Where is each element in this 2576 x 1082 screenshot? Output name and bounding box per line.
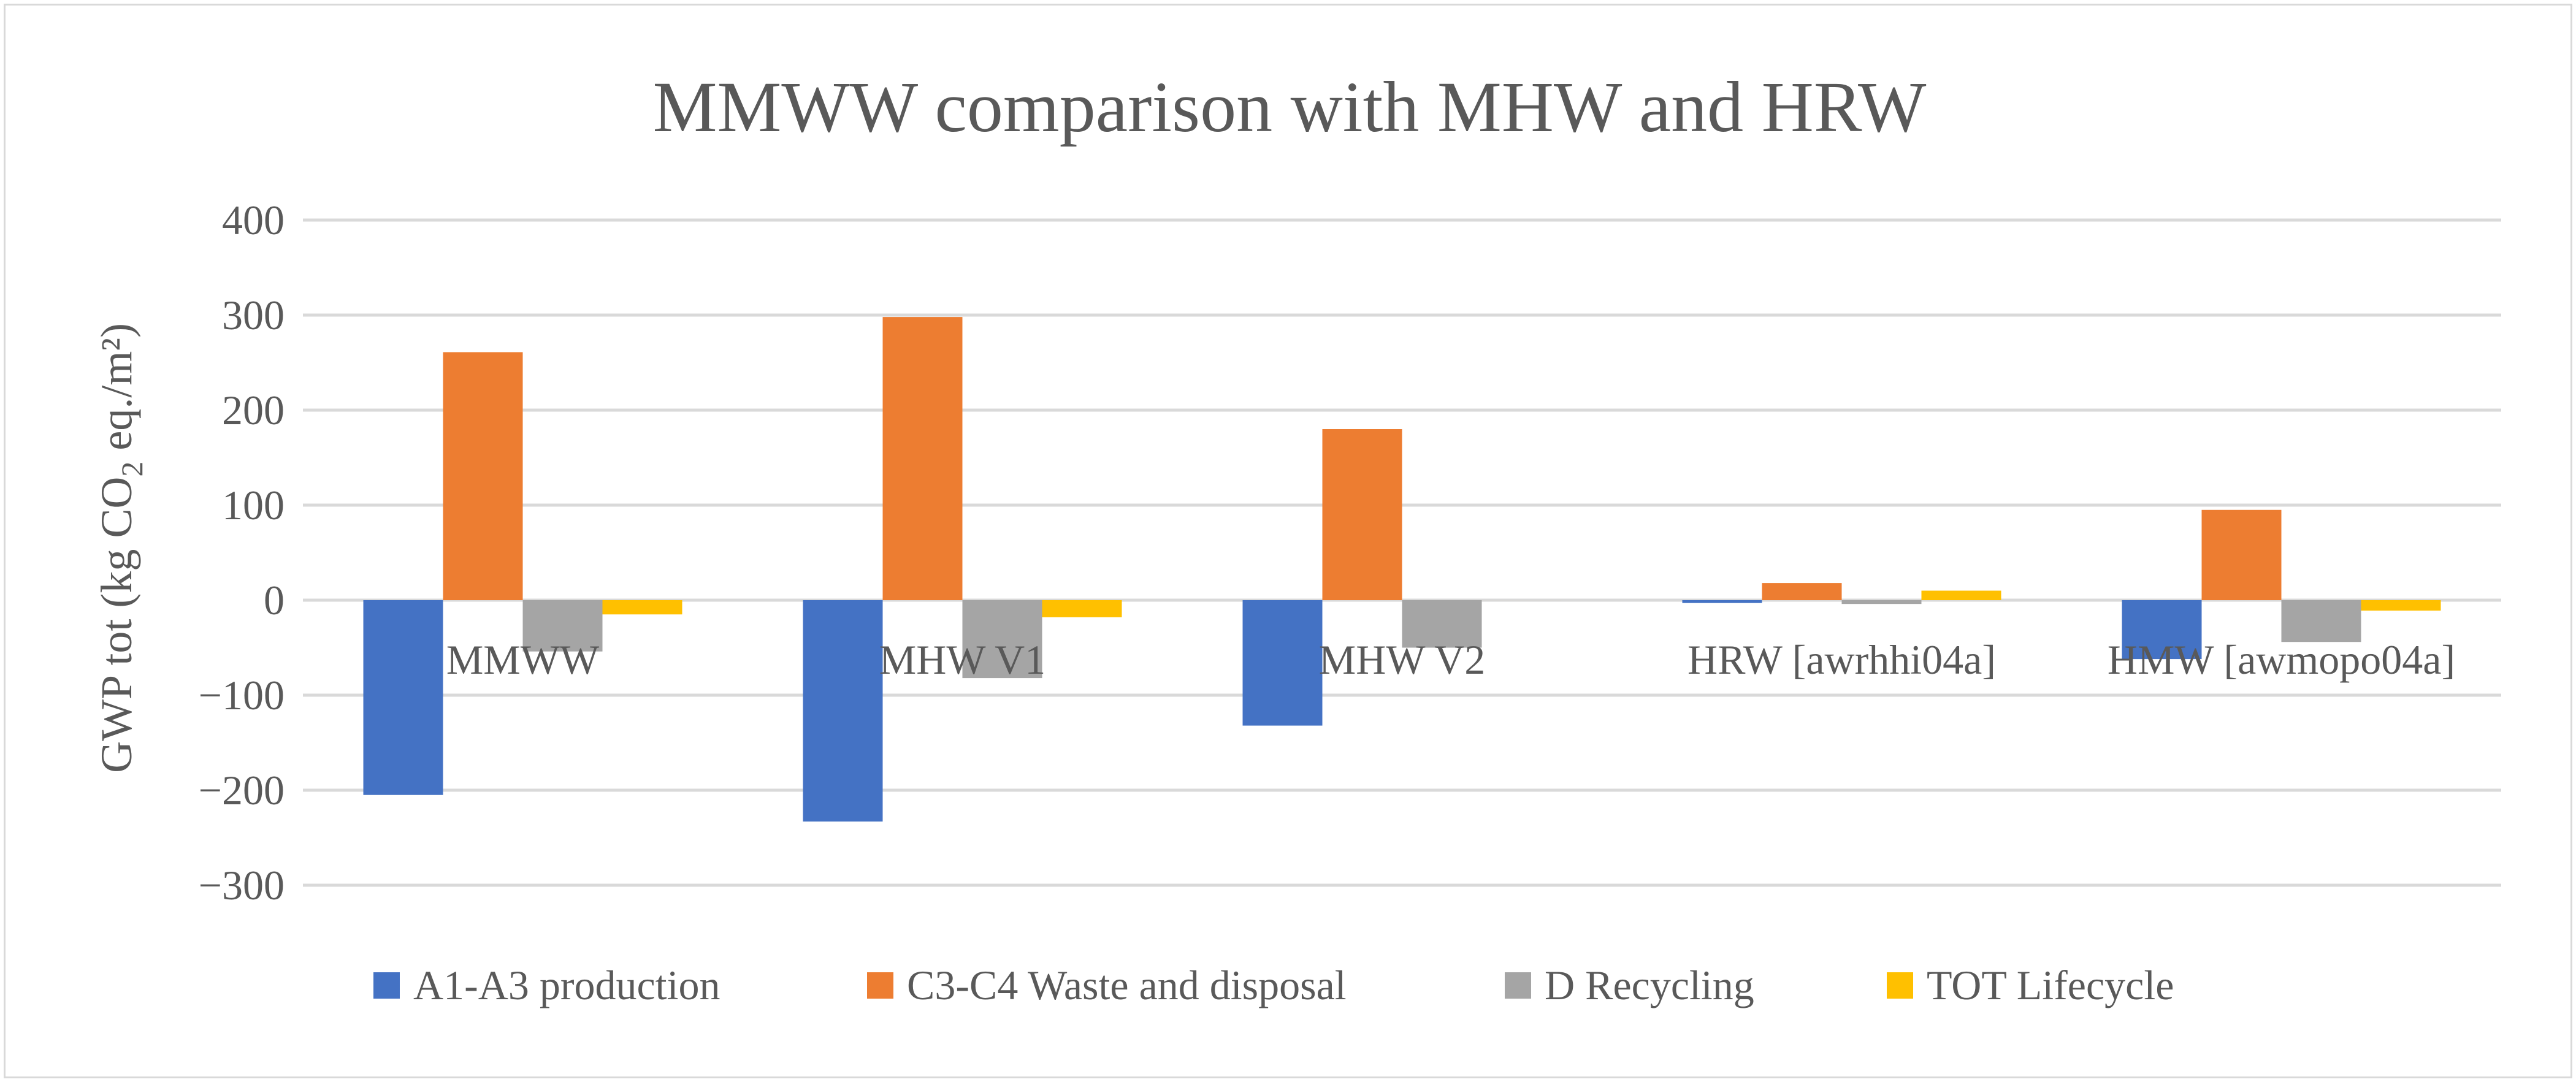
y-tick-label: 100: [222, 482, 285, 528]
bar-chart: MMWW comparison with MHW and HRW 400 300 2…: [92, 67, 2501, 1008]
bar-c3-c4-waste-and-disposal-5: [2201, 509, 2282, 600]
bar-d-recycling-3: [1402, 600, 1482, 648]
bar-tot-lifecycle-1: [602, 600, 682, 615]
bar-c3-c4-waste-and-disposal-4: [1762, 583, 1842, 600]
y-tick-label: 400: [222, 197, 285, 243]
category-label: HMW [awmopo04a]: [2108, 636, 2455, 683]
category-label: MHW V1: [879, 636, 1045, 683]
category-label: MHW V2: [1319, 636, 1485, 683]
y-tick-label: −300: [199, 862, 285, 909]
bar-d-recycling-1: [522, 600, 603, 652]
category-labels: MMWW MHW V1 MHW V2 HRW [awrhhi04a] HMW [awmo…: [446, 636, 2455, 683]
legend: A1-A3 production C3-C4 Waste and disposal…: [373, 962, 2174, 1008]
bar-a1-a3-production-5: [2122, 600, 2202, 660]
legend-swatch: [373, 972, 400, 999]
bar-c3-c4-waste-and-disposal-2: [882, 317, 963, 600]
legend-swatch: [1505, 972, 1531, 999]
y-axis-ticks: 400 300 200 100 0 −100 −200 −300: [199, 197, 285, 909]
category-label: MMWW: [446, 636, 600, 683]
bar-a1-a3-production-1: [363, 600, 443, 795]
category-label: HRW [awrhhi04a]: [1687, 636, 1996, 683]
legend-swatch: [867, 972, 893, 999]
bar-d-recycling-4: [1841, 600, 1922, 604]
legend-swatch: [1887, 972, 1913, 999]
bar-c3-c4-waste-and-disposal-3: [1322, 429, 1402, 600]
bar-d-recycling-5: [2281, 600, 2361, 642]
y-tick-label: 300: [222, 292, 285, 338]
y-axis-label-subscript: 2: [115, 462, 149, 477]
legend-label: A1-A3 production: [413, 962, 720, 1008]
bar-c3-c4-waste-and-disposal-1: [443, 352, 523, 600]
bar-tot-lifecycle-4: [1921, 590, 2001, 600]
y-tick-label: 0: [264, 577, 285, 623]
bar-a1-a3-production-3: [1242, 600, 1323, 726]
bars: [363, 317, 2441, 822]
chart-frame: MMWW comparison with MHW and HRW 400 300 2…: [4, 4, 2572, 1078]
y-axis-label-prefix: GWP tot (kg CO: [92, 477, 141, 773]
y-tick-label: −200: [199, 767, 285, 813]
y-axis-label: GWP tot (kg CO2 eq./m²): [92, 323, 149, 773]
bar-d-recycling-2: [962, 600, 1042, 679]
chart-title: MMWW comparison with MHW and HRW: [653, 67, 1927, 147]
bar-a1-a3-production-4: [1682, 600, 1762, 603]
legend-label: TOT Lifecycle: [1927, 962, 2174, 1008]
bar-a1-a3-production-2: [803, 600, 883, 822]
y-tick-label: 200: [222, 387, 285, 433]
y-axis-label-suffix: eq./m²): [92, 323, 141, 462]
y-tick-label: −100: [199, 672, 285, 718]
bar-tot-lifecycle-5: [2361, 600, 2441, 611]
legend-label: C3-C4 Waste and disposal: [907, 962, 1347, 1008]
bar-tot-lifecycle-2: [1042, 600, 1122, 617]
legend-label: D Recycling: [1545, 962, 1754, 1008]
